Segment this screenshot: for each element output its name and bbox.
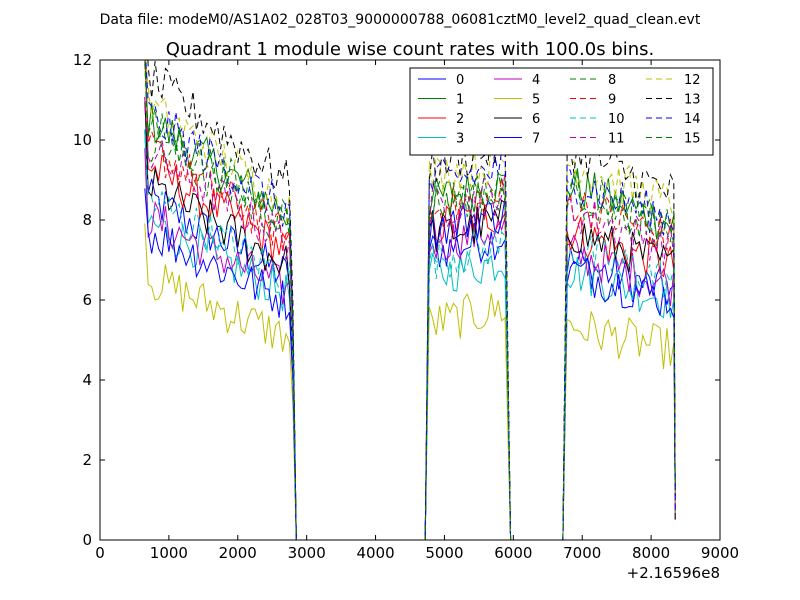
x-tick-label: 7000 [563, 544, 601, 562]
series-line-2 [144, 101, 676, 540]
legend-label-7: 7 [532, 132, 540, 147]
series-line-3 [144, 130, 676, 540]
legend-label-3: 3 [456, 132, 464, 147]
x-tick-label: 0 [95, 544, 105, 562]
legend-label-8: 8 [608, 73, 616, 88]
legend-frame [409, 67, 714, 156]
series-line-15 [144, 63, 676, 540]
series-line-10 [144, 129, 676, 540]
y-tick-label: 2 [82, 451, 92, 469]
legend-label-10: 10 [608, 112, 625, 127]
chart-suptitle: Data file: modeM0/AS1A02_028T03_90000007… [100, 12, 701, 28]
x-tick-label: 3000 [288, 544, 326, 562]
legend-label-11: 11 [608, 132, 625, 147]
legend-label-5: 5 [532, 93, 540, 108]
legend-label-1: 1 [456, 93, 464, 108]
series-line-7 [144, 188, 676, 540]
y-tick-label: 0 [82, 531, 92, 549]
series-line-5 [144, 223, 676, 540]
legend-label-9: 9 [608, 93, 616, 108]
series-line-8 [144, 60, 676, 540]
y-tick-label: 10 [73, 131, 92, 149]
x-tick-label: 9000 [701, 544, 739, 562]
x-tick-label: 4000 [356, 544, 394, 562]
x-tick-label: 5000 [425, 544, 463, 562]
legend-label-15: 15 [684, 132, 701, 147]
x-tick-label: 2000 [219, 544, 257, 562]
x-tick-label: 8000 [632, 544, 670, 562]
series-line-12 [145, 60, 676, 540]
series-line-4 [144, 148, 676, 540]
legend-label-14: 14 [684, 112, 701, 127]
series-line-14 [145, 60, 676, 540]
legend-label-4: 4 [532, 73, 540, 88]
series-line-1 [144, 60, 676, 540]
legend-label-13: 13 [684, 93, 701, 108]
chart-title: Quadrant 1 module wise count rates with … [166, 39, 655, 60]
x-tick-label: 1000 [150, 544, 188, 562]
legend-label-6: 6 [532, 112, 540, 127]
y-tick-label: 4 [82, 371, 92, 389]
x-tick-label: 6000 [494, 544, 532, 562]
series-line-0 [144, 132, 676, 540]
y-tick-label: 6 [82, 291, 92, 309]
y-tick-label: 12 [73, 51, 92, 69]
plot-area: 0 1000 2000 3000 4000 5000 6000 7000 8000 9000 0 2… [73, 51, 739, 562]
y-tick-label: 8 [82, 211, 92, 229]
legend-label-12: 12 [684, 73, 701, 88]
legend-label-0: 0 [456, 73, 464, 88]
x-offset-label: +2.16596e8 [627, 564, 720, 582]
legend-label-2: 2 [456, 112, 464, 127]
series-line-11 [144, 96, 676, 540]
